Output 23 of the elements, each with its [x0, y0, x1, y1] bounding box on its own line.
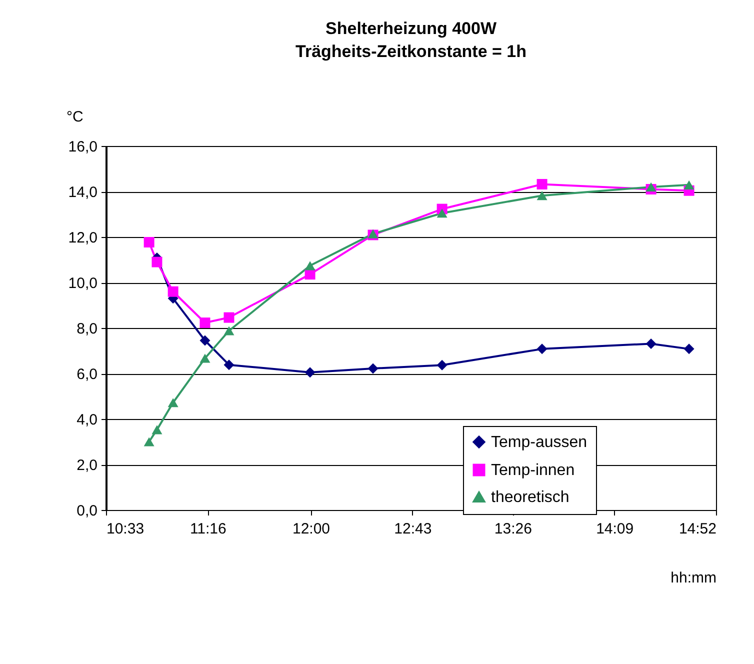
y-tick-label: 0,0: [76, 502, 98, 520]
x-tick-label: 14:09: [596, 520, 634, 538]
y-tick-label: 6,0: [76, 366, 98, 383]
y-tick-label: 8,0: [76, 320, 98, 338]
y-tick-label: 10,0: [68, 275, 98, 292]
legend-label: Temp-aussen: [491, 434, 588, 451]
chart-title: Shelterheizung 400W: [326, 19, 498, 38]
x-tick-label: 14:52: [678, 520, 716, 538]
legend-label: theoretisch: [491, 489, 570, 506]
y-tick-label: 14,0: [68, 184, 98, 201]
legend-label: Temp-innen: [491, 462, 575, 479]
x-axis-title: hh:mm: [670, 570, 716, 586]
y-tick-label: 12,0: [68, 230, 98, 246]
x-tick-label: 12:43: [394, 520, 432, 538]
y-tick-label: 4,0: [76, 412, 98, 428]
y-axis-title: °C: [66, 108, 84, 126]
chart-subtitle: Trägheits-Zeitkonstante = 1h: [296, 42, 526, 61]
x-tick-label: 10:33: [106, 520, 144, 538]
y-tick-label: 16,0: [68, 138, 98, 156]
x-tick-label: 12:00: [292, 520, 330, 538]
y-tick-label: 2,0: [76, 457, 98, 474]
x-tick-label: 11:16: [190, 520, 226, 538]
x-tick-label: 13:26: [494, 520, 532, 538]
